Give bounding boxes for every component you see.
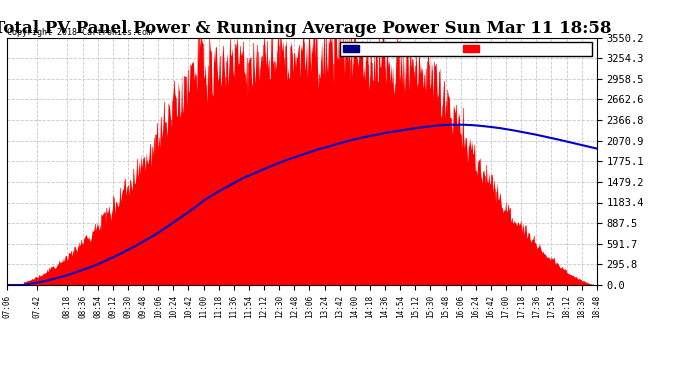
Legend: Average (DC Watts), PV Panels (DC Watts): Average (DC Watts), PV Panels (DC Watts) [340, 42, 592, 56]
Title: Total PV Panel Power & Running Average Power Sun Mar 11 18:58: Total PV Panel Power & Running Average P… [0, 20, 611, 38]
Text: Copyright 2018 Cartronics.com: Copyright 2018 Cartronics.com [8, 28, 152, 37]
